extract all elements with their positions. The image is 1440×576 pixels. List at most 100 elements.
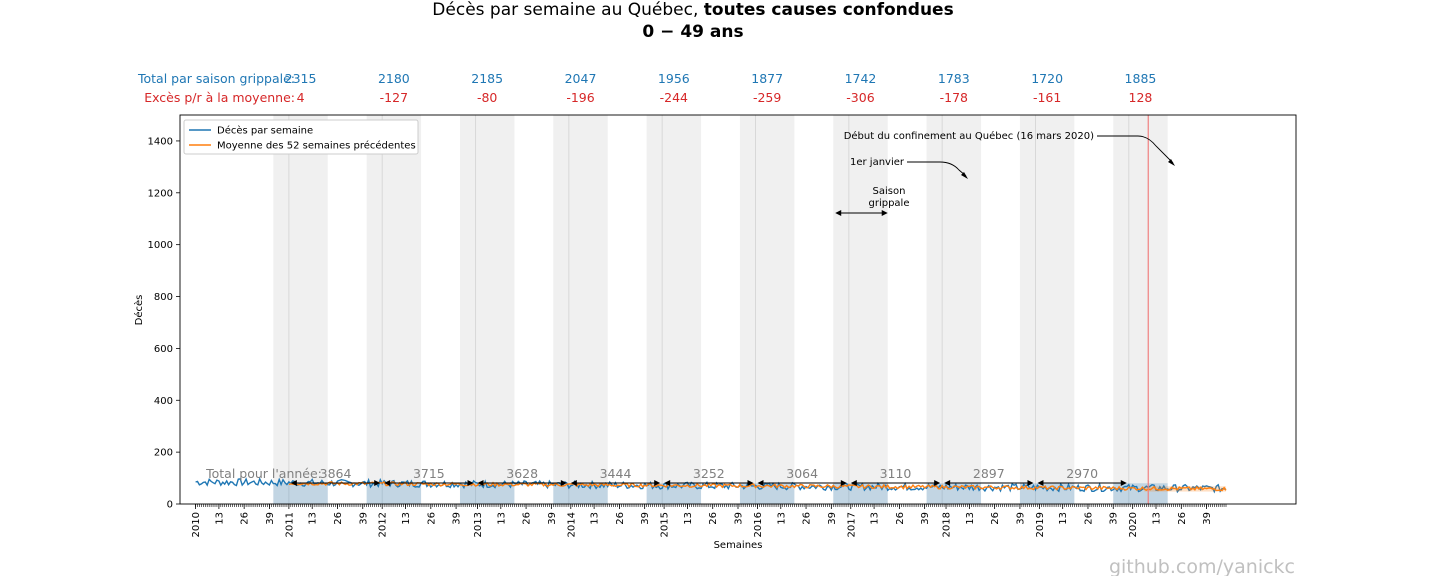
x-tick-label: 13 bbox=[214, 512, 225, 525]
flu-season-band bbox=[646, 115, 702, 504]
x-tick-label: 2016 bbox=[753, 512, 764, 537]
watermark: github.com/yanickc bbox=[1109, 556, 1295, 576]
flu-total-value: 1956 bbox=[658, 71, 690, 86]
arrowhead-left bbox=[290, 480, 297, 486]
flu-total-value: 1720 bbox=[1031, 71, 1063, 86]
lockdown-label: Début du confinement au Québec (16 mars … bbox=[844, 130, 1094, 142]
x-tick-label: 39 bbox=[265, 512, 276, 525]
x-tick-label: 2010 bbox=[191, 512, 202, 537]
year-total-value: 3444 bbox=[600, 466, 632, 481]
axes: 0 200 400 600 800 1000 1200 1400 2010 13 26 39 2011 1… bbox=[148, 114, 1297, 537]
x-tick-label: 2015 bbox=[660, 512, 671, 537]
excess-value: -161 bbox=[1033, 90, 1061, 105]
flu-season-band bbox=[926, 115, 982, 504]
flu-total-value: 2315 bbox=[285, 71, 317, 86]
excess-value: -196 bbox=[566, 90, 594, 105]
x-tick-label: 13 bbox=[401, 512, 412, 525]
arrowhead-left bbox=[384, 480, 391, 486]
year-total-value: 3064 bbox=[786, 466, 818, 481]
x-tick-label: 39 bbox=[358, 512, 369, 525]
flu-season-band bbox=[366, 115, 422, 504]
x-tick-label: 13 bbox=[870, 512, 881, 525]
x-tick-label: 39 bbox=[452, 512, 463, 525]
flu-season-band bbox=[1113, 115, 1168, 504]
x-tick-label: 26 bbox=[895, 512, 906, 525]
excess-value: -259 bbox=[753, 90, 781, 105]
y-tick-label: 200 bbox=[154, 448, 173, 459]
x-tick-label: 39 bbox=[1015, 512, 1026, 525]
season-label-line1: Saison bbox=[873, 186, 906, 197]
jan1-annotation: 1er janvier bbox=[850, 157, 968, 179]
arrowhead-left bbox=[1037, 480, 1044, 486]
x-tick-label: 26 bbox=[1083, 512, 1094, 525]
flu-season-band bbox=[833, 115, 888, 504]
x-tick-label: 39 bbox=[734, 512, 745, 525]
arrowhead-right bbox=[467, 480, 474, 486]
year-total-value: 3628 bbox=[506, 466, 538, 481]
y-tick-label: 600 bbox=[154, 344, 173, 355]
x-tick-label: 13 bbox=[308, 512, 319, 525]
jan1-label: 1er janvier bbox=[850, 157, 905, 168]
y-tick-label: 1000 bbox=[148, 240, 173, 251]
flu-season-fill bbox=[739, 483, 795, 504]
year-total-value: 3110 bbox=[880, 466, 912, 481]
x-tick-label: 13 bbox=[590, 512, 601, 525]
x-tick-label: 2020 bbox=[1128, 512, 1139, 537]
x-tick-label: 26 bbox=[615, 512, 626, 525]
lockdown-annotation: Début du confinement au Québec (16 mars … bbox=[844, 130, 1175, 166]
arrowhead-right bbox=[881, 210, 888, 216]
year-total-arrow bbox=[850, 480, 941, 486]
year-total-arrow bbox=[664, 480, 754, 486]
x-tick-label: 2013 bbox=[473, 512, 484, 537]
x-tick-label: 26 bbox=[240, 512, 251, 525]
flu-season-band bbox=[273, 115, 328, 504]
excess-value: -80 bbox=[477, 90, 497, 105]
series-line-average bbox=[288, 481, 1227, 492]
x-axis-label: Semaines bbox=[714, 540, 763, 551]
flu-season-fill bbox=[273, 483, 328, 504]
year-total-value: 3252 bbox=[693, 466, 725, 481]
arrowhead-left bbox=[664, 480, 671, 486]
arrowhead-right bbox=[1120, 480, 1127, 486]
arrowhead-right bbox=[374, 480, 381, 486]
season-arrow bbox=[835, 210, 888, 216]
x-tick-label: 2019 bbox=[1035, 512, 1046, 537]
flu-season-band bbox=[553, 115, 608, 504]
arrowhead-left bbox=[477, 480, 484, 486]
excess-value: -244 bbox=[660, 90, 688, 105]
x-tick-label: 2012 bbox=[378, 512, 389, 537]
x-tick-label: 26 bbox=[990, 512, 1001, 525]
flu-season-band bbox=[1019, 115, 1075, 504]
arrowhead-right bbox=[560, 480, 567, 486]
arrowhead-left bbox=[757, 480, 764, 486]
excess-value: -178 bbox=[940, 90, 968, 105]
legend: Décès par semaine Moyenne des 52 semaine… bbox=[183, 119, 419, 155]
arrowhead-right bbox=[654, 480, 661, 486]
excess-value: 4 bbox=[297, 90, 305, 105]
arrowhead-right bbox=[747, 480, 754, 486]
x-tick-label: 39 bbox=[920, 512, 931, 525]
flu-total-value: 2180 bbox=[378, 71, 410, 86]
year-total-arrow bbox=[1037, 480, 1127, 486]
excess-value: -127 bbox=[380, 90, 408, 105]
excess-value: -306 bbox=[846, 90, 874, 105]
y-tick-label: 0 bbox=[167, 500, 173, 511]
average-confidence-band bbox=[1144, 486, 1227, 492]
header-values: 2315 4 2180 -127 2185 -80 2047 -196 1956 -244 1877… bbox=[285, 71, 1157, 105]
year-total-value: 3715 bbox=[413, 466, 445, 481]
x-tick-label: 26 bbox=[1177, 512, 1188, 525]
x-tick-label: 26 bbox=[708, 512, 719, 525]
x-tick-label: 13 bbox=[1152, 512, 1163, 525]
flu-total-label: Total par saison grippale: bbox=[137, 71, 295, 86]
x-tick-label: 13 bbox=[683, 512, 694, 525]
excess-value: 128 bbox=[1129, 90, 1153, 105]
year-total-arrow bbox=[290, 480, 381, 486]
flu-season-band bbox=[739, 115, 795, 504]
x-tick-label: 13 bbox=[965, 512, 976, 525]
x-tick-label: 39 bbox=[640, 512, 651, 525]
year-total-arrow bbox=[757, 480, 847, 486]
y-tick-label: 1200 bbox=[148, 188, 173, 199]
year-total-arrow bbox=[570, 480, 661, 486]
y-axis-label: Décès bbox=[133, 295, 145, 326]
